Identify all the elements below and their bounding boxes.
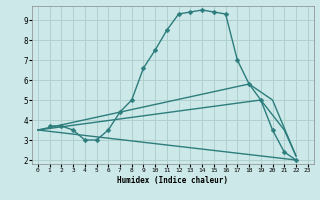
X-axis label: Humidex (Indice chaleur): Humidex (Indice chaleur) (117, 176, 228, 185)
